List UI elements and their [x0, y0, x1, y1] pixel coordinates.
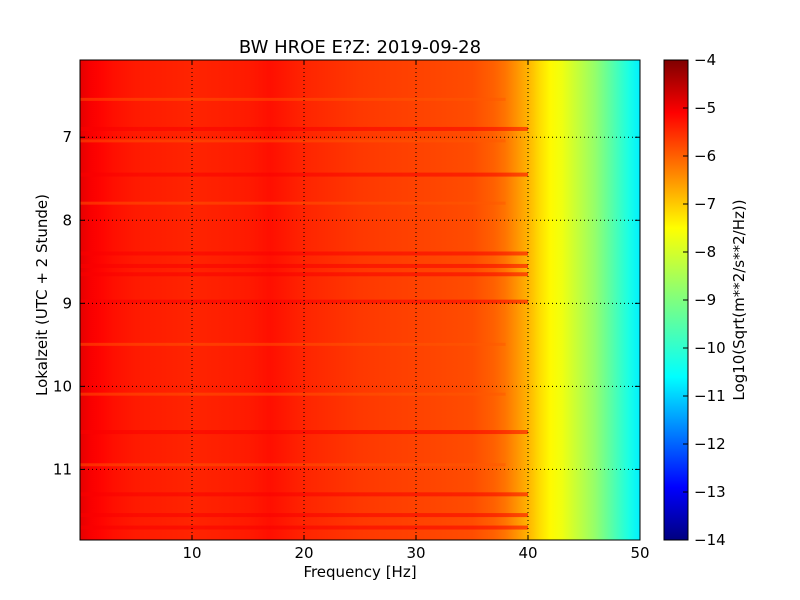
colorbar-tick-label: −13 [694, 483, 726, 501]
heatmap-plot-area [80, 60, 640, 540]
y-tick-label: 9 [62, 294, 72, 312]
heatmap-weak-row [80, 463, 506, 467]
x-axis-label: Frequency [Hz] [303, 563, 416, 581]
colorbar-tick-label: −14 [694, 531, 726, 549]
colorbar-tick-label: −12 [694, 435, 726, 453]
y-axis-label: Lokalzeit (UTC + 2 Stunde) [33, 194, 51, 396]
y-tick-label: 11 [53, 460, 72, 478]
heatmap-weak-row [80, 97, 506, 101]
heatmap-weak-row [80, 392, 506, 396]
plot-frame [79, 59, 641, 541]
heatmap-strong-row [80, 299, 528, 304]
colorbar-tick-label: −8 [694, 243, 716, 261]
y-axis-ticks: 7 8 9 10 11 [53, 128, 640, 478]
colorbar-tick-label: −6 [694, 147, 716, 165]
colorbar: −4 −5 −6 −7 −8 −9 −10 −11 −12 −13 −14 Log10(Sqrt(m… [663, 51, 748, 549]
colorbar-tick-label: −9 [694, 291, 716, 309]
x-tick-label: 20 [294, 544, 313, 562]
colorbar-tick-label: −10 [694, 339, 726, 357]
heatmap-weak-row [80, 201, 506, 205]
heatmap-strong-row [80, 251, 528, 256]
colorbar-label: Log10(Sqrt(m**2/s**2/Hz)) [730, 199, 748, 400]
x-tick-label: 10 [182, 544, 201, 562]
chart-title: BW HROE E?Z: 2019-09-28 [239, 37, 481, 58]
colorbar-tick-label: −5 [694, 99, 716, 117]
x-tick-label: 40 [518, 544, 537, 562]
grid-lines [80, 60, 640, 540]
heatmap-strong-row [80, 272, 528, 277]
heatmap-weak-row [80, 342, 506, 346]
colorbar-tick-label: −11 [694, 387, 726, 405]
heatmap-weak-row [80, 139, 506, 143]
heatmap-strong-row [80, 172, 528, 177]
heatmap-strong-row [80, 492, 528, 497]
colorbar-tick-label: −4 [694, 51, 716, 69]
x-tick-label: 50 [630, 544, 649, 562]
y-tick-label: 7 [62, 128, 72, 146]
colorbar-tick-label: −7 [694, 195, 716, 213]
colorbar-ticks: −4 −5 −6 −7 −8 −9 −10 −11 −12 −13 −14 [683, 51, 726, 549]
x-tick-label: 30 [406, 544, 425, 562]
y-tick-label: 8 [62, 211, 72, 229]
y-tick-label: 10 [53, 377, 72, 395]
heatmap-strong-row [80, 263, 528, 268]
x-axis-ticks: 10 20 30 40 50 [182, 60, 650, 562]
heatmap-strong-row [80, 513, 528, 518]
heatmap-strong-row [80, 525, 528, 530]
